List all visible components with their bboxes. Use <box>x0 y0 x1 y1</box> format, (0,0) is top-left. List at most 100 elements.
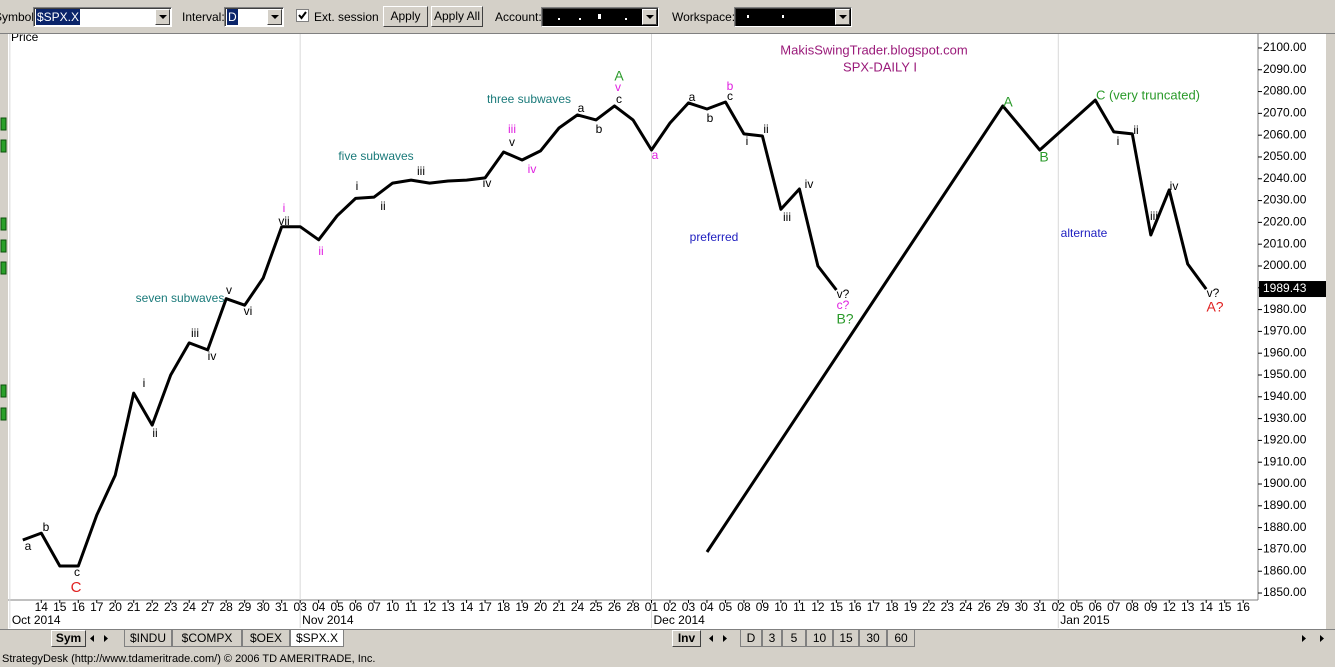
y-tick-label: 2010.00 <box>1263 236 1307 250</box>
wave-label: iii <box>508 122 516 136</box>
x-tick-label: 02 <box>663 600 677 614</box>
x-tick-label: 17 <box>478 600 492 614</box>
x-tick-label: 15 <box>830 600 844 614</box>
ext-session-checkbox[interactable] <box>296 9 309 22</box>
tab[interactable]: 30 <box>859 630 887 647</box>
x-tick-label: 24 <box>571 600 585 614</box>
x-tick-label: 10 <box>774 600 788 614</box>
month-label: Jan 2015 <box>1060 613 1110 627</box>
x-tick-label: 16 <box>1237 600 1251 614</box>
x-tick-label: 06 <box>1089 600 1103 614</box>
dropdown-button[interactable] <box>267 9 282 25</box>
wave-label: MakisSwingTrader.blogspot.com <box>780 42 967 57</box>
wave-label: c <box>74 565 80 579</box>
x-tick-label: 30 <box>256 600 270 614</box>
x-tick-label: 03 <box>682 600 696 614</box>
tab[interactable]: $OEX <box>242 630 290 647</box>
y-tick-label: 2040.00 <box>1263 171 1307 185</box>
chart-background <box>0 34 1335 630</box>
wave-label: b <box>727 79 734 93</box>
left-strip <box>0 34 8 630</box>
wave-label: A <box>1003 94 1013 110</box>
toolbar-icon <box>0 407 7 421</box>
last-price-box <box>1259 281 1326 298</box>
wave-label: v? <box>1207 286 1220 300</box>
x-tick-label: 04 <box>312 600 326 614</box>
symbol-value: $SPX.X <box>36 9 81 25</box>
y-tick-label: 2060.00 <box>1263 127 1307 141</box>
x-tick-label: 21 <box>552 600 566 614</box>
x-tick-label: 17 <box>90 600 104 614</box>
symbol-label: Symbol: <box>0 10 38 24</box>
x-tick-label: 20 <box>109 600 123 614</box>
x-tick-label: 29 <box>238 600 252 614</box>
wave-label: iii <box>191 326 199 340</box>
x-tick-label: 28 <box>220 600 234 614</box>
tab[interactable]: 10 <box>806 630 833 647</box>
x-tick-label: 27 <box>201 600 215 614</box>
tab[interactable]: 60 <box>887 630 915 647</box>
y-tick-label: 1950.00 <box>1263 367 1307 381</box>
tab[interactable]: $INDU <box>124 630 172 647</box>
x-tick-label: 17 <box>867 600 881 614</box>
wave-label: i <box>1117 134 1120 148</box>
wave-label: five subwaves <box>338 149 413 163</box>
wave-label: v <box>615 80 621 94</box>
workspace-label: Workspace: <box>672 10 736 24</box>
dropdown-button[interactable] <box>642 9 657 25</box>
ext-session-label: Ext. session <box>314 10 379 24</box>
toolbar-icon <box>0 239 7 253</box>
month-label: Dec 2014 <box>653 613 705 627</box>
x-tick-label: 13 <box>1181 600 1195 614</box>
toolbar-icon <box>0 261 7 275</box>
dropdown-button[interactable] <box>155 9 170 25</box>
sym-button[interactable]: Sym <box>51 630 86 647</box>
wave-label: iv <box>1170 179 1179 193</box>
wave-label: SPX-DAILY I <box>843 59 917 74</box>
workspace-select[interactable] <box>734 7 852 27</box>
apply-all-button[interactable]: Apply All <box>431 6 483 27</box>
x-tick-label: 10 <box>386 600 400 614</box>
apply-button[interactable]: Apply <box>383 6 428 27</box>
x-tick-label: 02 <box>1052 600 1066 614</box>
wave-label: three subwaves <box>487 92 571 106</box>
interval-label: Interval: <box>182 10 225 24</box>
status-bar: StrategyDesk (http://www.tdameritrade.co… <box>0 648 1335 667</box>
x-tick-label: 03 <box>293 600 307 614</box>
wave-label: a <box>578 101 585 115</box>
y-tick-label: 2080.00 <box>1263 84 1307 98</box>
tab[interactable]: 15 <box>833 630 859 647</box>
tab[interactable]: $SPX.X <box>290 630 344 647</box>
x-tick-label: 23 <box>941 600 955 614</box>
x-tick-label: 01 <box>645 600 659 614</box>
x-tick-label: 13 <box>441 600 455 614</box>
inv-button[interactable]: Inv <box>672 630 701 647</box>
wave-label: i <box>283 201 286 215</box>
x-tick-label: 12 <box>423 600 437 614</box>
symbol-input[interactable]: $SPX.X <box>33 7 172 27</box>
wave-label: ii <box>152 426 157 440</box>
interval-input[interactable]: D <box>224 7 284 27</box>
x-tick-label: 05 <box>719 600 733 614</box>
x-tick-label: 14 <box>460 600 474 614</box>
tab[interactable]: D <box>740 630 762 647</box>
wave-label: A? <box>1206 299 1223 315</box>
tab[interactable]: 3 <box>762 630 782 647</box>
wave-label: c <box>616 92 622 106</box>
tab[interactable]: $COMPX <box>172 630 242 647</box>
y-tick-label: 1940.00 <box>1263 389 1307 403</box>
x-tick-label: 26 <box>608 600 622 614</box>
wave-label: a <box>689 90 696 104</box>
x-tick-label: 24 <box>959 600 973 614</box>
x-tick-label: 05 <box>330 600 344 614</box>
x-tick-label: 09 <box>756 600 770 614</box>
x-tick-label: 23 <box>164 600 178 614</box>
account-select[interactable] <box>541 7 659 27</box>
x-tick-label: 05 <box>1070 600 1084 614</box>
wave-label: vi <box>244 304 253 318</box>
dropdown-button[interactable] <box>835 9 850 25</box>
wave-label: a <box>25 539 32 553</box>
y-tick-label: 2050.00 <box>1263 149 1307 163</box>
tab[interactable]: 5 <box>782 630 806 647</box>
